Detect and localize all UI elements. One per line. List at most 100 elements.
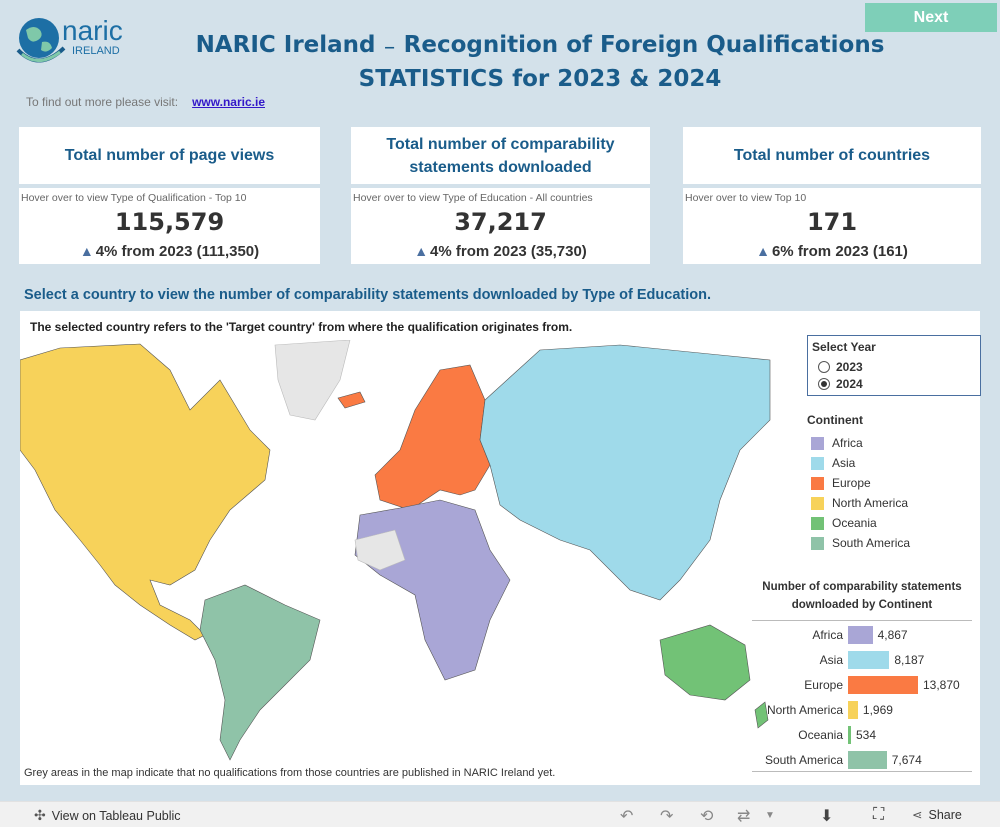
radio-icon (818, 361, 830, 373)
legend-item-oceania[interactable]: Oceania (807, 513, 910, 533)
naric-link[interactable]: www.naric.ie (192, 95, 265, 109)
bar-row-north-america[interactable]: North America 1,969 (752, 697, 977, 722)
map-region-africa (354, 499, 511, 681)
visit-text: To find out more please visit: www.naric.… (26, 95, 265, 109)
revert-icon[interactable]: ⟲ (700, 808, 714, 825)
kpi-hover-text: Hover over to view Top 10 (685, 192, 807, 204)
bar-chart-top-rule (752, 620, 972, 621)
next-button[interactable]: Next (865, 3, 997, 32)
up-triangle-icon: ▲ (414, 243, 429, 259)
bar-value-label: 4,867 (877, 627, 908, 642)
kpi-value: 37,217 (454, 208, 547, 236)
bar-category-label: South America (764, 752, 843, 767)
bar-row-africa[interactable]: Africa 4,867 (752, 622, 977, 647)
bar-category-label: Europe (804, 677, 843, 692)
legend-item-asia[interactable]: Asia (807, 453, 910, 473)
fullscreen-icon[interactable]: ⛶ (873, 806, 885, 823)
undo-icon[interactable]: ↶ (620, 808, 634, 825)
bar-category-label: North America (766, 702, 843, 717)
bar-row-oceania[interactable]: Oceania 534 (752, 722, 977, 747)
bar-mark[interactable] (848, 625, 873, 644)
legend-label: South America (832, 536, 911, 550)
kpi-hover-text: Hover over to view Type of Qualification… (21, 192, 247, 204)
svg-text:naric: naric (62, 15, 123, 46)
legend-swatch (811, 516, 824, 530)
year-filter: Select Year 2023 2024 (807, 335, 981, 396)
refresh-icon[interactable]: ⇄ (737, 808, 751, 825)
radio-2023[interactable]: 2023 (818, 360, 976, 374)
map-region-new-zealand (754, 701, 769, 729)
radio-selected-icon (818, 378, 830, 390)
legend-label: North America (832, 496, 909, 510)
legend-label: Europe (832, 476, 871, 490)
kpi-value: 115,579 (114, 208, 225, 236)
bar-row-south-america[interactable]: South America 7,674 (752, 747, 977, 772)
kpi-statements-title: Total number of comparability statements… (351, 127, 650, 184)
up-triangle-icon: ▲ (756, 243, 770, 259)
bar-row-europe[interactable]: Europe 13,870 (752, 672, 977, 697)
map-region-greenland (274, 340, 351, 421)
map-region-asia (479, 344, 771, 601)
legend-swatch (811, 456, 824, 470)
tableau-footer: ✣ View on Tableau Public ↶ ↷ ⟲ ⇄ ▼ ⬇ ⛶ ⋖… (0, 801, 1000, 827)
page-title: NARIC Ireland ₋ Recognition of Foreign Q… (195, 32, 885, 92)
legend-item-africa[interactable]: Africa (807, 433, 910, 453)
share-icon: ⋖ (912, 808, 923, 822)
grey-areas-note: Grey areas in the map indicate that no q… (24, 767, 556, 779)
tableau-logo-icon: ✣ (34, 807, 46, 823)
bar-value-label: 534 (856, 727, 877, 742)
share-button[interactable]: ⋖ Share (912, 807, 962, 823)
bar-mark[interactable] (848, 650, 890, 669)
bar-row-asia[interactable]: Asia 8,187 (752, 647, 977, 672)
map-note: The selected country refers to the 'Targ… (30, 320, 573, 334)
kpi-value: 171 (806, 208, 858, 236)
kpi-change: ▲ 4% from 2023 (111,350) (79, 243, 260, 260)
view-on-tableau-link[interactable]: ✣ View on Tableau Public (34, 807, 181, 823)
legend-label: Africa (832, 436, 863, 450)
map-section-title: Select a country to view the number of c… (24, 287, 711, 303)
kpi-statements-card[interactable]: Hover over to view Type of Education - A… (351, 188, 650, 264)
bar-mark[interactable] (848, 725, 851, 744)
bar-category-label: Oceania (798, 727, 843, 742)
continent-legend: Continent Africa Asia Europe North America O… (807, 413, 910, 553)
bar-value-label: 7,674 (891, 752, 922, 767)
kpi-page-views-title: Total number of page views (19, 127, 320, 184)
bar-value-label: 8,187 (894, 652, 925, 667)
legend-label: Oceania (832, 516, 877, 530)
bar-value-label: 13,870 (923, 677, 960, 692)
legend-swatch (811, 496, 824, 510)
world-map[interactable] (20, 340, 780, 765)
bar-mark[interactable] (848, 750, 887, 769)
legend-swatch (811, 536, 824, 550)
map-region-iceland (337, 391, 366, 409)
kpi-change: ▲ 4% from 2023 (35,730) (414, 243, 587, 260)
legend-item-europe[interactable]: Europe (807, 473, 910, 493)
legend-item-south-america[interactable]: South America (807, 533, 910, 553)
radio-2024[interactable]: 2024 (818, 377, 976, 391)
legend-swatch (811, 436, 824, 450)
bar-mark[interactable] (848, 700, 858, 719)
legend-swatch (811, 476, 824, 490)
bar-chart-title: Number of comparability statements downl… (762, 581, 962, 611)
map-region-oceania (659, 624, 751, 701)
map-region-europe (374, 364, 491, 511)
bar-category-label: Africa (812, 627, 843, 642)
bar-chart-bottom-rule (752, 771, 972, 772)
naric-logo: naric IRELAND (14, 10, 144, 70)
bar-mark[interactable] (848, 675, 918, 694)
up-triangle-icon: ▲ (79, 243, 94, 259)
map-region-grey-west-africa (354, 529, 406, 571)
legend-label: Asia (832, 456, 856, 470)
map-region-north-america (20, 343, 271, 641)
bar-category-label: Asia (819, 652, 843, 667)
kpi-page-views-card[interactable]: Hover over to view Type of Qualification… (19, 188, 320, 264)
dropdown-icon[interactable]: ▼ (765, 810, 775, 821)
legend-item-north-america[interactable]: North America (807, 493, 910, 513)
kpi-countries-title: Total number of countries (683, 127, 981, 184)
redo-icon[interactable]: ↷ (660, 808, 674, 825)
bar-value-label: 1,969 (862, 702, 893, 717)
download-icon[interactable]: ⬇ (820, 808, 834, 825)
year-filter-title: Select Year (812, 340, 876, 354)
kpi-countries-card[interactable]: Hover over to view Top 10 171 ▲ 6% from 2… (683, 188, 981, 264)
legend-title: Continent (807, 413, 863, 427)
